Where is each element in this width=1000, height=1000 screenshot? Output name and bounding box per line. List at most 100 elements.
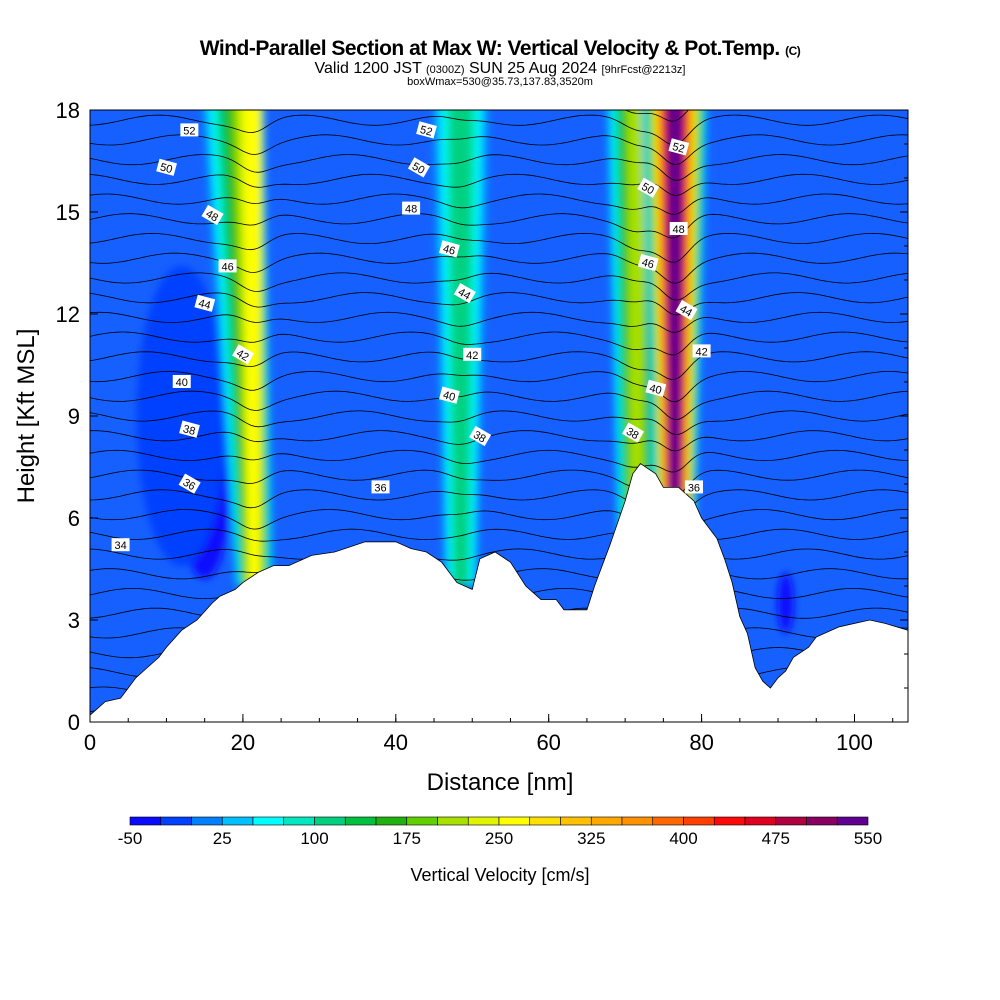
theta-label-box <box>371 480 390 494</box>
updraft-band <box>244 110 261 586</box>
theta-label: 36 <box>178 473 201 494</box>
theta-label-box <box>675 300 698 321</box>
theta-contour <box>90 193 908 215</box>
colorbar-tick-label: 25 <box>213 829 232 848</box>
colorbar-swatch <box>498 816 531 826</box>
theta-label: 38 <box>179 420 200 438</box>
x-tick-label: 80 <box>689 730 713 755</box>
theta-label-box <box>692 344 711 358</box>
theta-contour <box>90 213 908 239</box>
theta-label: 52 <box>668 138 690 156</box>
colorbar-tick-label: 550 <box>854 829 882 848</box>
theta-label-text: 42 <box>695 346 707 358</box>
theta-label-box <box>637 177 660 198</box>
chart-title: Wind-Parallel Section at Max W: Vertical… <box>0 37 1000 61</box>
theta-label: 46 <box>218 259 237 273</box>
theta-label-text: 46 <box>640 257 655 272</box>
theta-label: 50 <box>637 177 660 198</box>
theta-label-box <box>407 157 431 178</box>
theta-label: 38 <box>621 422 645 443</box>
theta-label-text: 48 <box>405 204 417 216</box>
x-tick-label: 100 <box>836 730 873 755</box>
colorbar-swatch <box>560 816 592 826</box>
theta-label-box <box>637 253 659 272</box>
forecast-info: [9hrFcst@2213z] <box>601 64 686 76</box>
theta-label-text: 36 <box>688 482 700 494</box>
theta-label-box <box>453 283 476 304</box>
theta-label-box <box>194 294 216 312</box>
theta-label-text: 40 <box>176 377 188 389</box>
chart-subtitle: Valid 1200 JST (0300Z) SUN 25 Aug 2024 [… <box>0 60 1000 78</box>
colorbar-tick-label: 175 <box>393 829 421 848</box>
colorbar-swatch <box>406 816 438 826</box>
theta-label-box <box>416 121 437 139</box>
colorbar-swatch <box>836 816 869 826</box>
theta-contour <box>90 528 908 544</box>
terrain <box>90 463 908 722</box>
colorbar-swatch <box>529 816 561 826</box>
theta-label-box <box>463 347 482 361</box>
theta-label-box <box>172 375 191 388</box>
colorbar-tick-label: 100 <box>300 829 328 848</box>
colorbar-swatch <box>806 816 838 826</box>
copyright-mark: (C) <box>785 44 801 58</box>
theta-label-box <box>439 386 460 404</box>
theta-label: 48 <box>402 201 421 216</box>
theta-label-box <box>201 204 224 226</box>
y-tick-label: 15 <box>56 200 80 225</box>
box-wmax-info: boxWmax=530@35.73,137.83,3520m <box>407 76 593 88</box>
colorbar-swatch <box>283 816 315 826</box>
theta-contour <box>90 154 908 181</box>
valid-date: SUN 25 Aug 2024 <box>468 60 598 77</box>
x-tick-label: 60 <box>536 730 560 755</box>
theta-label: 40 <box>439 386 460 404</box>
colorbar-tick-label: 325 <box>577 829 605 848</box>
theta-label: 44 <box>675 300 698 321</box>
theta-label-text: 38 <box>624 426 641 443</box>
y-tick-label: 18 <box>56 98 80 123</box>
theta-contour <box>90 410 908 435</box>
colorbar-swatch <box>129 816 162 826</box>
colorbar-swatch <box>160 816 192 826</box>
theta-label: 46 <box>637 253 659 272</box>
theta-label-text: 44 <box>197 297 212 312</box>
theta-label: 36 <box>371 480 390 494</box>
theta-label-text: 34 <box>114 540 126 552</box>
theta-label-box <box>621 422 645 443</box>
colorbar-label: Vertical Velocity [cm/s] <box>410 865 589 885</box>
theta-label: 40 <box>172 375 191 389</box>
theta-label-box <box>439 240 460 258</box>
y-tick-label: 12 <box>56 302 80 327</box>
theta-label-text: 52 <box>671 141 686 156</box>
theta-label: 46 <box>439 240 460 258</box>
theta-contour <box>90 548 908 561</box>
theta-label: 52 <box>416 121 437 139</box>
theta-label-text: 48 <box>673 224 685 236</box>
theta-label-box <box>402 201 421 215</box>
theta-contour <box>90 469 908 497</box>
colorbar-swatch <box>744 816 777 826</box>
colorbar-swatch <box>375 816 408 826</box>
y-tick-label: 6 <box>68 506 80 531</box>
y-axis-label: Height [Kft MSL] <box>13 329 40 504</box>
theta-label-box <box>645 379 667 397</box>
y-tick-label: 3 <box>68 608 80 633</box>
theta-label-box <box>232 344 255 365</box>
theta-contour <box>90 371 908 403</box>
theta-label: 44 <box>194 294 216 312</box>
colorbar-swatch <box>713 816 746 826</box>
theta-label-box <box>180 123 199 137</box>
theta-label-text: 36 <box>181 477 198 494</box>
theta-label-box <box>178 473 201 494</box>
x-tick-label: 20 <box>231 730 255 755</box>
colorbar-swatch <box>314 816 346 826</box>
colorbar-swatch <box>191 816 223 826</box>
theta-label-box <box>469 425 492 447</box>
theta-label-text: 52 <box>183 125 195 137</box>
colorbar-swatch <box>221 816 254 826</box>
x-axis-label: Distance [nm] <box>427 769 574 796</box>
theta-label-box <box>668 138 690 156</box>
theta-contour <box>90 449 908 473</box>
theta-label: 36 <box>684 480 703 494</box>
